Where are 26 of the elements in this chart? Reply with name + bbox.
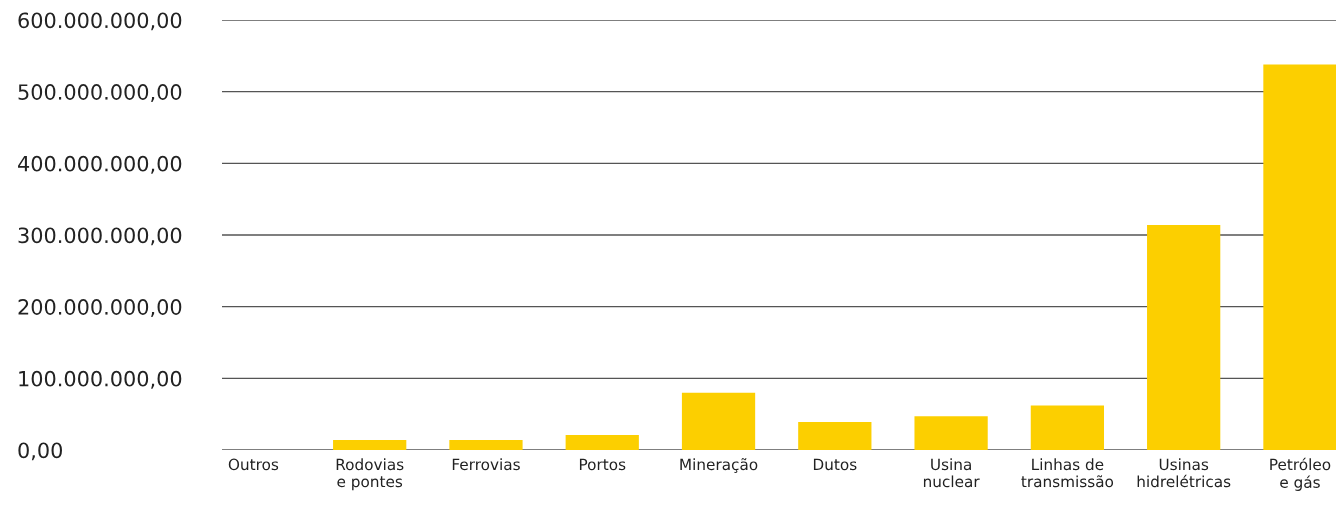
bar xyxy=(914,416,988,450)
y-tick-label: 0,00 xyxy=(18,442,62,461)
bar xyxy=(565,434,639,450)
x-tick-label: Portos xyxy=(579,458,626,471)
bar xyxy=(1147,224,1221,450)
y-tick-label: 300.000.000,00 xyxy=(18,227,182,246)
x-tick-label: Usina nuclear xyxy=(923,458,980,488)
x-tick-label: Outros xyxy=(228,458,279,471)
x-tick-label: Ferrovias xyxy=(452,458,520,471)
x-tick-label: Usinas hidrelétricas xyxy=(1137,458,1231,488)
bar xyxy=(798,422,872,450)
bar xyxy=(449,439,523,450)
bar xyxy=(681,392,756,450)
y-tick-label: 100.000.000,00 xyxy=(19,370,182,389)
x-tick-label: Dutos xyxy=(813,458,857,471)
y-tick-label: 400.000.000,00 xyxy=(18,155,182,174)
y-tick-label: 200.000.000,00 xyxy=(18,299,182,317)
x-tick-label: Petróleo e gás xyxy=(1270,457,1331,491)
bar xyxy=(333,439,407,450)
bar xyxy=(1030,405,1105,450)
x-tick-label: Linhas de transmissão xyxy=(1021,458,1114,488)
y-tick-label: 600.000.000,00 xyxy=(18,12,182,31)
x-tick-label: Rodovias e pontes xyxy=(336,458,404,491)
x-tick-label: Mineração xyxy=(680,458,758,473)
y-tick-label: 500.000.000,00 xyxy=(18,84,182,102)
bar xyxy=(1263,64,1336,450)
